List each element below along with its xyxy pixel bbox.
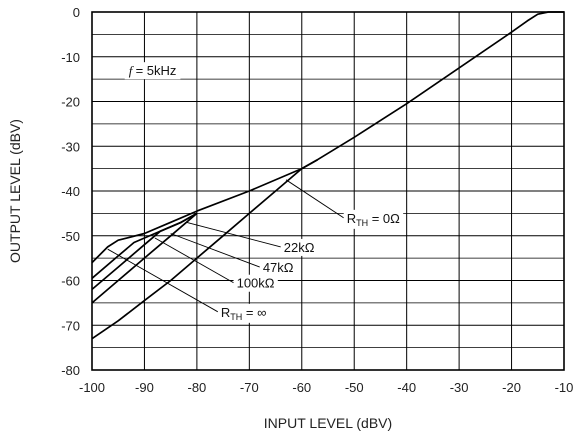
x-tick-label: -30 <box>450 380 469 395</box>
series-line <box>91 212 198 304</box>
leader-line <box>186 221 281 248</box>
y-tick-label: -30 <box>61 139 80 154</box>
x-tick-label: -10 <box>555 380 574 395</box>
x-axis-label: INPUT LEVEL (dBV) <box>264 415 392 431</box>
condition-label: f = 5kHz <box>129 63 177 78</box>
label-background <box>343 209 404 229</box>
series-label: RTH = 0Ω <box>347 211 400 228</box>
series-label: RTH = ∞ <box>221 305 266 322</box>
y-tick-label: 0 <box>73 5 80 20</box>
leader-line <box>285 179 344 219</box>
series-line <box>91 212 198 279</box>
y-tick-label: -10 <box>61 50 80 65</box>
y-tick-label: -20 <box>61 95 80 110</box>
y-tick-label: -80 <box>61 363 80 378</box>
series-line <box>91 158 318 264</box>
x-tick-label: -100 <box>79 380 105 395</box>
x-tick-label: -60 <box>292 380 311 395</box>
series-layer <box>91 11 564 340</box>
leader-layer <box>107 179 344 313</box>
x-tick-label: -40 <box>397 380 416 395</box>
series-line <box>91 11 564 340</box>
leader-line <box>170 233 260 268</box>
x-tick-label: -20 <box>502 380 521 395</box>
x-tick-label: -70 <box>240 380 259 395</box>
plot-frame <box>91 11 565 371</box>
label-background <box>280 238 318 256</box>
series-label: 22kΩ <box>284 240 315 255</box>
x-tick-label: -50 <box>345 380 364 395</box>
leader-line <box>154 237 234 284</box>
y-tick-label: -50 <box>61 229 80 244</box>
tick-labels: -100 -90 -80 -70 -60 -50 -40 -30 -20 -100-10-20-3… <box>61 5 573 395</box>
y-tick-label: -70 <box>61 318 80 333</box>
x-tick-label: -90 <box>135 380 154 395</box>
x-tick-label: -80 <box>187 380 206 395</box>
label-background <box>217 303 270 323</box>
label-background <box>233 274 278 292</box>
series-label: 100kΩ <box>237 276 275 291</box>
series-label: 47kΩ <box>263 260 294 275</box>
y-tick-label: -40 <box>61 184 80 199</box>
leader-line <box>107 248 219 313</box>
y-tick-label: -60 <box>61 274 80 289</box>
y-axis-label: OUTPUT LEVEL (dBV) <box>7 119 23 263</box>
condition-label-background <box>124 62 181 80</box>
label-background <box>259 259 297 277</box>
